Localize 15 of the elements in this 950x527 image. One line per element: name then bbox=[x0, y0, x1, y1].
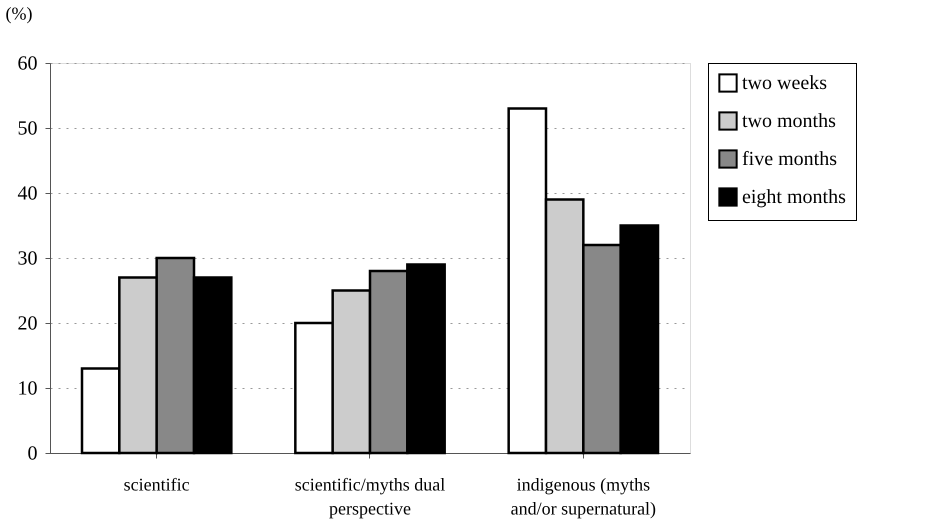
x-tick-label: scientific/myths dual perspective bbox=[294, 474, 446, 518]
x-tick-label: indigenous (myths and/or supernatural) bbox=[510, 474, 656, 518]
x-tick-label: scientific bbox=[124, 474, 190, 494]
y-tick-label: 60 bbox=[18, 52, 38, 74]
y-tick-label: 0 bbox=[28, 442, 38, 464]
y-tick-label: 20 bbox=[18, 312, 38, 334]
legend-label: five months bbox=[742, 148, 838, 170]
legend-label: two months bbox=[742, 110, 836, 132]
y-axis-title: (%) bbox=[6, 4, 32, 24]
y-tick-label: 40 bbox=[18, 182, 38, 204]
y-tick-label: 10 bbox=[18, 378, 38, 400]
y-tick-label: 30 bbox=[18, 248, 38, 270]
y-tick-label: 50 bbox=[18, 118, 38, 140]
legend-label: two weeks bbox=[742, 72, 828, 94]
legend-label: eight months bbox=[742, 186, 846, 208]
